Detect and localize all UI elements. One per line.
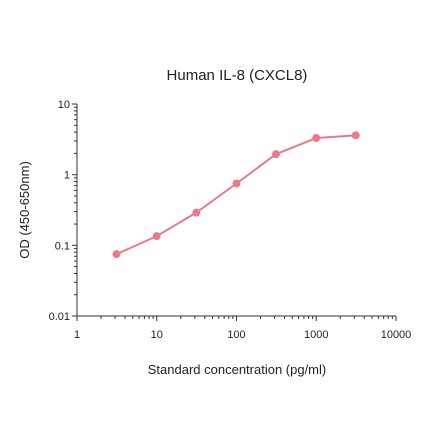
- y-tick-label: 0.01: [49, 311, 70, 323]
- x-axis-label: Standard concentration (pg/ml): [148, 362, 326, 377]
- y-tick-label: 10: [58, 99, 70, 111]
- chart-title: Human IL-8 (CXCL8): [167, 67, 308, 84]
- data-point: [152, 232, 161, 241]
- data-point: [351, 131, 360, 140]
- data-point: [271, 150, 280, 159]
- y-axis-label: OD (450-650nm): [17, 161, 32, 259]
- series-line: [116, 134, 356, 256]
- x-tick-label: 10000: [381, 329, 412, 341]
- y-ticks: 0.01 0.1 1 10: [49, 99, 77, 323]
- data-point: [232, 179, 241, 188]
- x-tick-label: 1000: [304, 329, 328, 341]
- x-ticks: 1 10 100 1000 10000: [74, 316, 411, 341]
- x-tick-label: 1: [74, 329, 80, 341]
- y-tick-label: 1: [64, 170, 70, 182]
- x-tick-label: 10: [151, 329, 163, 341]
- data-point: [112, 250, 121, 259]
- data-point: [312, 134, 321, 143]
- x-tick-label: 100: [227, 329, 245, 341]
- series-layer: [112, 131, 360, 259]
- y-tick-label: 0.1: [55, 240, 70, 252]
- data-point: [192, 208, 201, 217]
